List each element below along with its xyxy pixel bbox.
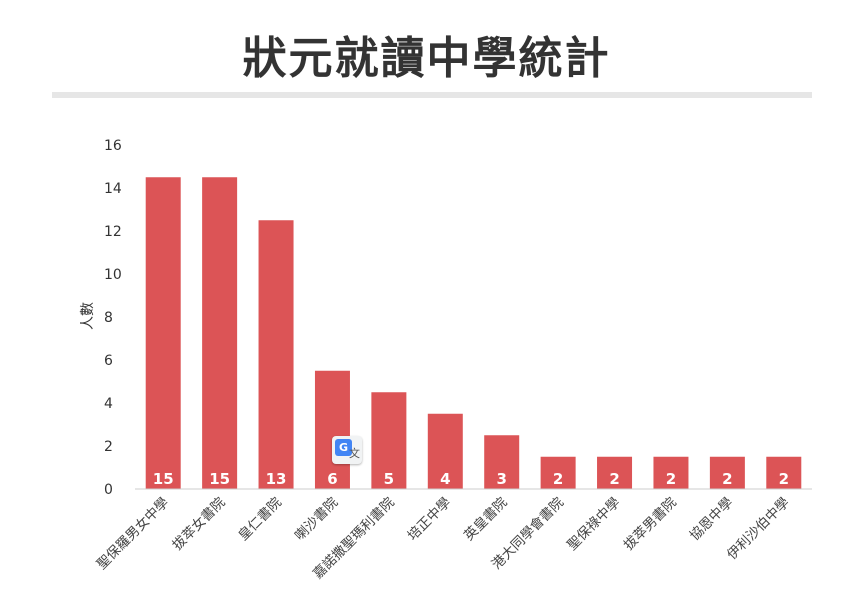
bar <box>709 456 745 489</box>
bar <box>484 435 520 489</box>
bar-value-label: 6 <box>327 470 337 488</box>
bar <box>766 456 802 489</box>
bar-value-label: 4 <box>440 470 450 488</box>
title-divider <box>52 92 812 98</box>
bar-value-label: 3 <box>496 470 506 488</box>
y-tick-label: 4 <box>104 396 113 412</box>
x-category-label: 協恩中學 <box>687 495 736 544</box>
bar-value-label: 5 <box>384 470 394 488</box>
x-category-label: 皇仁書院 <box>235 494 285 544</box>
y-tick-label: 0 <box>104 482 113 498</box>
bar <box>202 177 238 489</box>
x-category-label: 培正中學 <box>405 495 454 544</box>
bar-value-label: 15 <box>209 470 230 488</box>
bar <box>427 413 463 489</box>
bar <box>371 392 407 489</box>
x-category-label: 聖保祿中學 <box>564 495 623 554</box>
value-labels: 15 15 13 6 5 4 3 2 2 2 2 2 <box>153 470 789 488</box>
y-axis-ticks: 0 2 4 6 8 10 12 14 16 <box>104 138 122 498</box>
x-category-label: 聖保羅男女中學 <box>93 494 172 573</box>
bar-value-label: 13 <box>266 470 287 488</box>
y-tick-label: 16 <box>104 138 122 154</box>
y-tick-label: 6 <box>104 353 113 369</box>
y-tick-label: 2 <box>104 439 113 455</box>
bar-value-label: 15 <box>153 470 174 488</box>
bar <box>540 456 576 489</box>
bar-value-label: 2 <box>666 470 676 488</box>
bars <box>145 177 802 489</box>
bar-value-label: 2 <box>553 470 563 488</box>
y-tick-label: 12 <box>104 224 122 240</box>
y-tick-label: 8 <box>104 310 113 326</box>
bar <box>653 456 689 489</box>
y-axis-label: 人數 <box>80 302 96 330</box>
chart-title: 狀元就讀中學統計 <box>242 33 611 84</box>
y-tick-label: 14 <box>104 181 122 197</box>
y-tick-label: 10 <box>104 267 122 283</box>
bar <box>314 370 350 489</box>
bar-value-label: 2 <box>609 470 619 488</box>
x-category-label: 英皇書院 <box>460 493 511 544</box>
bar-value-label: 2 <box>779 470 789 488</box>
x-category-label: 拔萃女書院 <box>169 493 229 553</box>
x-category-label: 喇沙書院 <box>292 494 342 544</box>
bar-value-label: 2 <box>722 470 732 488</box>
bar <box>258 220 294 489</box>
bar <box>145 177 181 489</box>
x-category-label: 拔萃男書院 <box>621 494 680 553</box>
bar <box>597 456 633 489</box>
